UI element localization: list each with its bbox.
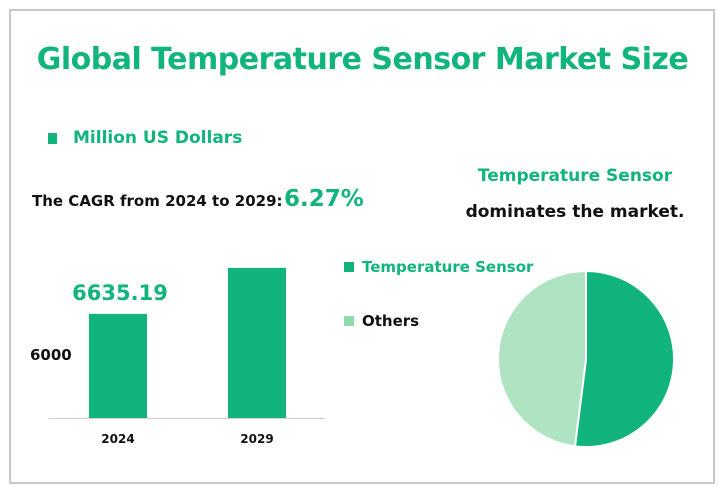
pie-heading-line2: dominates the market. (465, 202, 685, 222)
cagr-value: 6.27% (284, 186, 364, 212)
legend-label: Others (362, 312, 420, 330)
legend-item-others: Others (344, 312, 419, 330)
data-label: 6635.19 (72, 281, 168, 305)
unit-label: Million US Dollars (73, 128, 243, 148)
frame-border (9, 9, 715, 484)
x-tick-label: 2024 (101, 432, 134, 446)
bar-2029 (228, 267, 286, 418)
pie-heading-line1: Temperature Sensor (477, 166, 673, 186)
unit-legend: Million US Dollars (48, 128, 242, 148)
legend-swatch (48, 132, 57, 144)
legend-item-temperature-sensor: Temperature Sensor (344, 258, 533, 276)
x-tick-label: 2029 (240, 432, 273, 446)
legend-label: Temperature Sensor (362, 258, 534, 276)
y-tick-label: 6000 (30, 346, 72, 364)
cagr-label: The CAGR from 2024 to 2029: (32, 192, 283, 210)
pie-slice-others (497, 269, 587, 448)
legend-swatch (344, 262, 354, 272)
page-title: Global Temperature Sensor Market Size (36, 42, 689, 77)
pie-slice-temperature-sensor (573, 269, 675, 448)
legend-swatch (344, 316, 354, 326)
bar-2024 (89, 313, 147, 418)
